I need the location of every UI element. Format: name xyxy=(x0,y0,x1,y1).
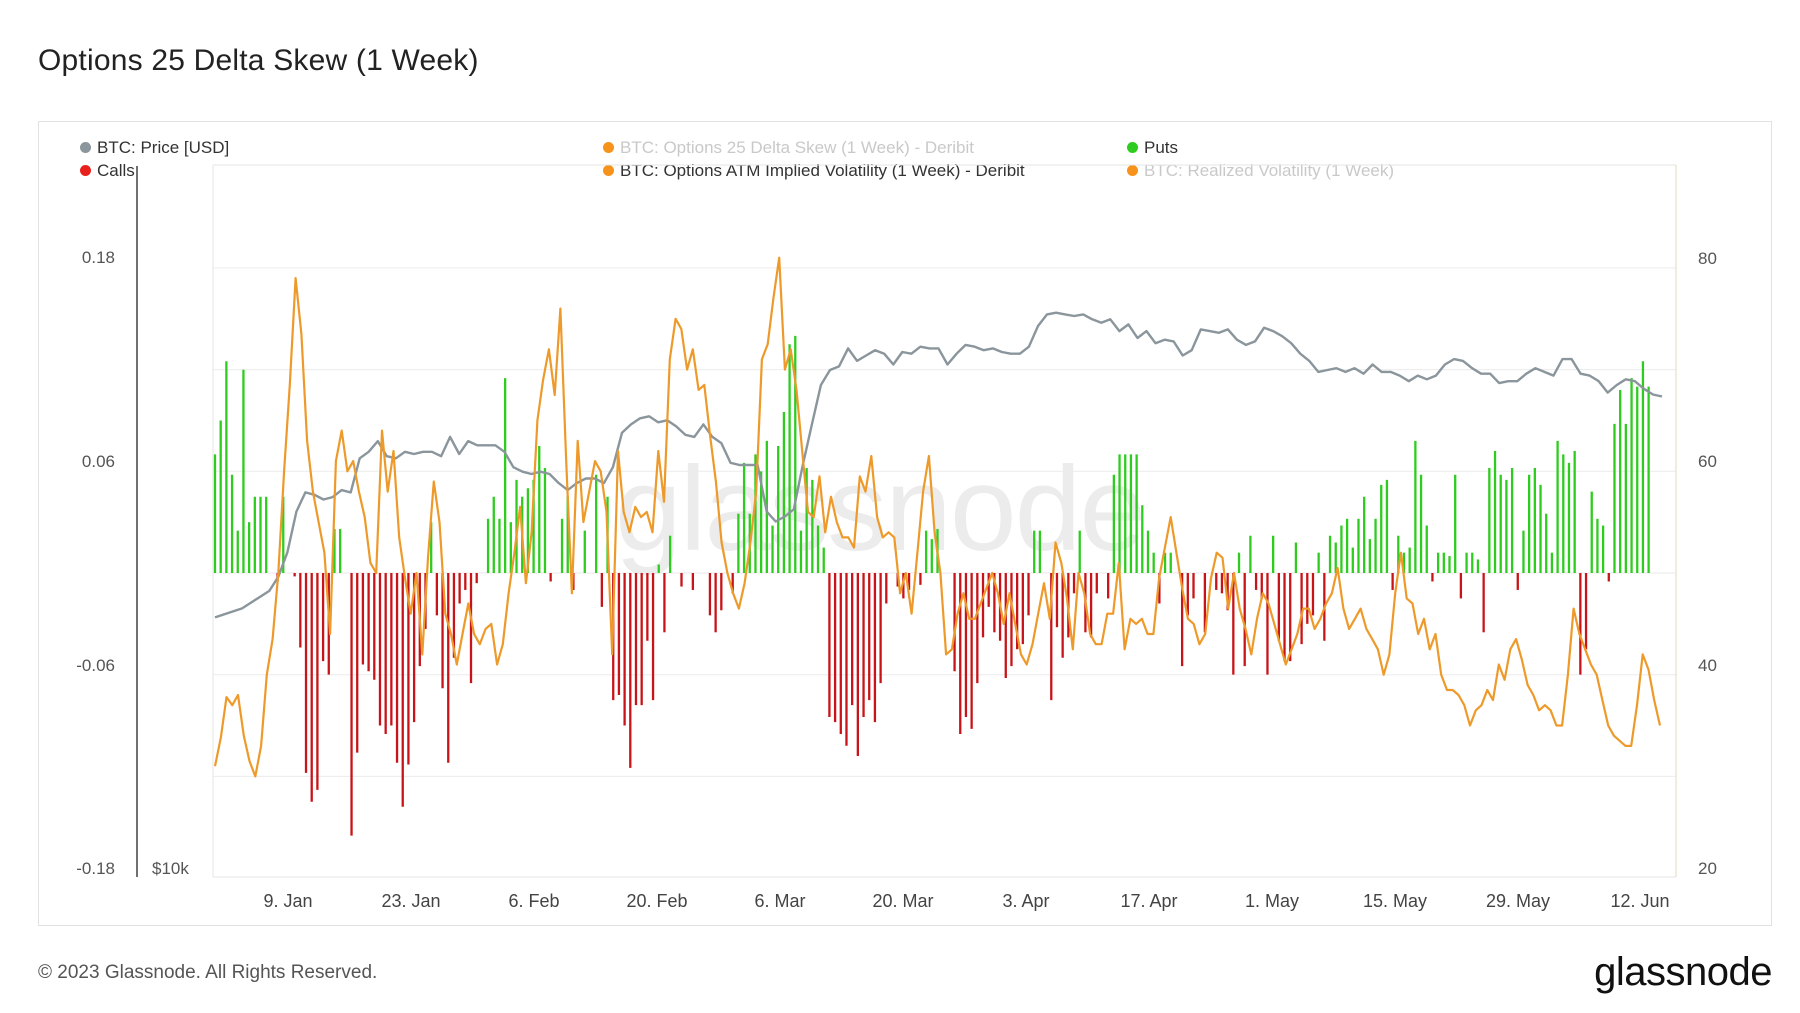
axes xyxy=(136,164,1677,878)
x-tick-label: 3. Apr xyxy=(1002,891,1049,911)
legend-label: BTC: Options ATM Implied Volatility (1 W… xyxy=(620,161,1025,180)
x-tick-label: 23. Jan xyxy=(381,891,440,911)
y-left-tick-label: -0.06 xyxy=(76,656,115,675)
copyright: © 2023 Glassnode. All Rights Reserved. xyxy=(38,962,378,983)
x-tick-label: 29. May xyxy=(1486,891,1550,911)
chart-panel xyxy=(38,121,1772,926)
legend-item-calls[interactable]: Calls xyxy=(80,161,135,181)
y-left-tick-label: -0.18 xyxy=(76,859,115,878)
skew-bars xyxy=(213,335,1650,836)
y-right-tick-label: 80 xyxy=(1698,249,1717,268)
y-left-tick-label: 0.18 xyxy=(82,248,115,267)
y-axis-labels: 0.18 0.06 -0.06 -0.18 $10k 80 60 40 20 xyxy=(76,248,1717,878)
chart-title: Options 25 Delta Skew (1 Week) xyxy=(38,44,479,77)
legend-label: BTC: Options 25 Delta Skew (1 Week) - De… xyxy=(620,138,974,157)
legend-label: BTC: Realized Volatility (1 Week) xyxy=(1144,161,1395,180)
legend-item-skew[interactable]: BTC: Options 25 Delta Skew (1 Week) - De… xyxy=(603,138,974,158)
y-left-tick-label: 0.06 xyxy=(82,452,115,471)
legend-dot-icon xyxy=(603,142,614,154)
glassnode-logo[interactable]: glassnode xyxy=(1594,950,1772,994)
x-tick-label: 20. Mar xyxy=(872,891,933,911)
y-right-tick-label: 40 xyxy=(1698,656,1717,675)
legend-dot-icon xyxy=(80,165,91,177)
legend-dot-icon xyxy=(1127,165,1138,177)
y-right-tick-label: 60 xyxy=(1698,452,1717,471)
x-tick-label: 6. Feb xyxy=(508,891,559,911)
price-line xyxy=(214,311,1663,619)
implied-volatility-line xyxy=(213,256,1662,778)
legend-dot-icon xyxy=(80,142,91,154)
legend-label: Puts xyxy=(1144,138,1179,157)
x-axis-labels: 9. Jan 23. Jan 6. Feb 20. Feb 6. Mar 20. Mar 3… xyxy=(263,891,1669,911)
legend-item-puts[interactable]: Puts xyxy=(1127,138,1178,158)
legend-item-realized-volatility[interactable]: BTC: Realized Volatility (1 Week) xyxy=(1127,161,1394,181)
x-tick-label: 17. Apr xyxy=(1120,891,1177,911)
legend-label: Calls xyxy=(97,161,135,180)
price-axis-label: $10k xyxy=(152,859,189,878)
series-lines xyxy=(213,256,1663,778)
y-right-tick-label: 20 xyxy=(1698,859,1717,878)
x-tick-label: 6. Mar xyxy=(754,891,805,911)
legend-dot-icon xyxy=(603,165,614,177)
legend-dot-icon xyxy=(1127,142,1138,154)
x-tick-label: 15. May xyxy=(1363,891,1427,911)
x-tick-label: 20. Feb xyxy=(626,891,687,911)
x-tick-label: 12. Jun xyxy=(1610,891,1669,911)
x-tick-label: 1. May xyxy=(1245,891,1299,911)
legend-item-price[interactable]: BTC: Price [USD] xyxy=(80,138,229,158)
gridlines xyxy=(213,267,1676,777)
x-tick-label: 9. Jan xyxy=(263,891,312,911)
legend-label: BTC: Price [USD] xyxy=(97,138,230,157)
legend-item-implied-volatility[interactable]: BTC: Options ATM Implied Volatility (1 W… xyxy=(603,161,1025,181)
